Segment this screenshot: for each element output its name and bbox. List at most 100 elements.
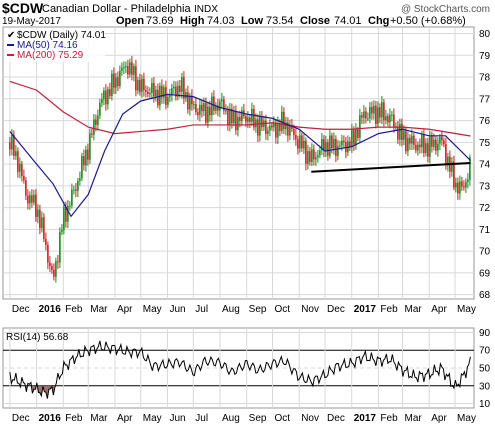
rsi-y-tick-label: 30 [479,381,491,392]
price-candle-body [49,263,51,266]
instrument-name: Canadian Dollar - Philadelphia [42,3,191,15]
price-candle-body [303,141,305,149]
price-candle-body [359,115,361,137]
price-candle-body [151,83,153,93]
price-candle-body [383,102,385,120]
rsi-y-tick-label: 70 [479,346,491,357]
price-candle-body [367,118,369,119]
price-candle-body [371,107,373,113]
price-candle-body [427,143,429,157]
price-candle-body [443,140,445,144]
price-candle-body [437,144,439,151]
price-candle-body [51,266,53,270]
price-x-tick-label: Dec [12,304,30,315]
price-candle-body [107,89,109,104]
price-candle-body [267,131,269,134]
rsi-x-tick-label: Jul [195,413,208,424]
price-x-tick-label: 2017 [354,304,377,315]
rsi-x-tick-label: Apr [431,413,447,424]
price-candle-body [213,96,215,110]
price-candle-body [397,127,399,140]
chg-label: Chg [368,15,389,27]
price-candle-body [307,151,309,164]
price-candle-body [37,210,39,217]
price-x-tick-label: Oct [275,304,291,315]
rsi-x-tick-label: Dec [327,413,345,424]
price-candle-body [351,130,353,147]
price-y-tick-label: 78 [479,73,491,84]
rsi-y-tick-label: 50 [479,364,491,375]
high-value: 74.03 [207,15,235,27]
rsi-x-tick-label: Oct [275,413,291,424]
price-candle-body [247,118,249,122]
price-candle-body [363,111,365,117]
price-candle-body [355,130,357,145]
price-candle-body [419,145,421,147]
price-candle-body [453,162,455,188]
price-x-tick-label: Sep [249,304,267,315]
price-candle-body [415,145,417,150]
price-candle-body [369,107,371,118]
price-x-tick-label: May [457,304,476,315]
price-candle-body [435,140,437,151]
price-candle-body [11,135,13,149]
price-candle-body [137,80,139,90]
price-candle-body [203,103,205,111]
price-candle-body [15,151,17,156]
price-candle-body [195,104,197,112]
price-candle-body [127,66,129,74]
price-candle-body [225,110,227,111]
price-candle-body [21,164,23,176]
price-candle-body [187,92,189,109]
price-candle-body [91,133,93,134]
price-candle-body [199,105,201,115]
price-x-tick-label: Dec [327,304,345,315]
price-y-tick-label: 71 [479,225,491,236]
price-candle-body [115,77,117,87]
price-x-tick-label: Aug [222,304,240,315]
rsi-x-tick-label: 2017 [354,413,377,424]
open-label: Open [116,15,144,27]
price-candle-body [35,195,37,217]
price-candle-body [417,145,419,151]
price-legend: ✔ $CDW (Daily) 74.01 MA(50) 74.16 MA(200… [5,29,106,62]
price-candle-body [441,137,443,140]
price-y-tick-label: 79 [479,51,491,62]
price-candle-body [275,123,277,138]
price-candle-body [329,136,331,156]
price-candle-body [335,139,337,156]
rsi-x-tick-label: Aug [222,413,240,424]
price-candle-body [421,135,423,147]
price-candle-body [317,155,319,157]
price-candle-body [131,62,133,74]
low-value: 73.54 [266,15,294,27]
rsi-x-tick-label: Feb [65,413,83,424]
price-x-tick-label: Feb [380,304,398,315]
price-candle-body [387,116,389,122]
price-candle-body [385,116,387,120]
price-candle-body [337,146,339,156]
price-candle-body [59,232,61,263]
price-candle-body [81,156,83,178]
price-candle-body [181,77,183,92]
price-candle-body [145,90,147,92]
price-candle-body [259,117,261,136]
high-label: High [180,15,205,27]
price-candle-body [75,189,77,190]
price-candle-body [459,181,461,193]
price-candle-body [39,210,41,228]
price-candle-body [143,79,145,90]
price-candle-body [237,117,239,130]
price-candle-body [123,67,125,68]
price-candle-body [365,111,367,118]
price-candle-body [239,117,241,121]
price-candle-body [389,115,391,122]
price-candle-body [219,102,221,111]
price-candle-body [289,125,291,136]
price-x-tick-label: Apr [117,304,133,315]
price-candle-body [341,141,343,146]
quote-date: 19-May-2017 [2,16,61,27]
price-candle-body [103,91,105,100]
